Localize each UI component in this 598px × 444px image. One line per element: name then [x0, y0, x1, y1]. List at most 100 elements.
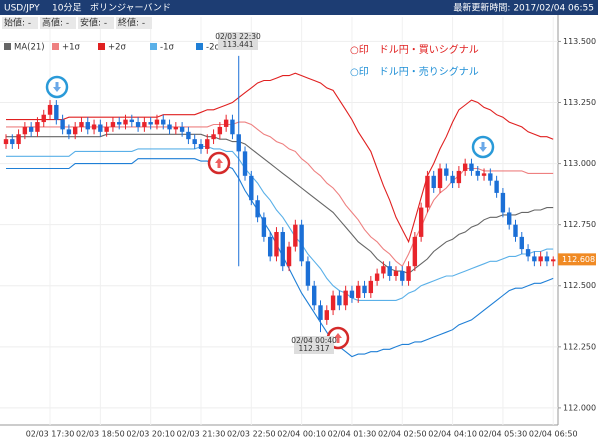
y-tick-label: 112.500	[563, 281, 596, 290]
legend-swatch	[98, 43, 105, 50]
y-tick-label: 112.750	[563, 220, 596, 229]
candle-body	[117, 122, 122, 125]
candle-body	[217, 126, 223, 135]
candle-body	[236, 134, 241, 152]
candle-body	[98, 124, 103, 132]
candle-body	[267, 236, 273, 257]
candle-body	[10, 139, 15, 145]
legend: MA(21) +1σ +2σ -1σ -2σ	[4, 43, 220, 53]
candle-body	[66, 129, 72, 135]
candle-body	[293, 224, 298, 247]
callout-box	[218, 32, 258, 50]
candle-body	[368, 280, 374, 294]
candle-body	[110, 122, 116, 127]
candle-body	[60, 119, 65, 130]
y-tick-label: 113.250	[563, 98, 596, 107]
x-tick-label: 02/04 01:30	[328, 430, 377, 439]
callout-time: 02/03 22:30	[215, 32, 261, 41]
candle-body	[123, 119, 128, 125]
candle-body	[205, 139, 210, 149]
candle-body	[469, 163, 474, 171]
x-tick-label: 02/03 20:10	[126, 430, 175, 439]
candle-body	[400, 271, 405, 281]
candle-body	[381, 266, 386, 274]
close-info: 終値: -	[118, 17, 145, 29]
band-line	[6, 133, 554, 275]
candle-body	[475, 170, 480, 176]
candle-body	[305, 261, 311, 286]
buy-signal	[207, 151, 231, 175]
candle-body	[104, 126, 109, 132]
candle-body	[349, 290, 355, 298]
candle-body	[538, 256, 543, 262]
candle-body	[22, 126, 28, 135]
candle-body	[173, 126, 179, 130]
legend-swatch	[150, 43, 157, 50]
candle-body	[544, 256, 550, 262]
candle-body	[161, 119, 166, 125]
candle-body	[406, 266, 411, 281]
buy-signal	[326, 326, 350, 350]
candle-body	[242, 151, 248, 176]
last-price-label: 112.608	[562, 255, 595, 264]
candle-body	[142, 122, 147, 127]
band-line	[6, 145, 554, 301]
x-tick-label: 02/03 21:30	[177, 430, 226, 439]
sell-signal	[471, 135, 495, 159]
y-tick-label: 112.250	[563, 342, 596, 351]
x-tick-label: 02/03 22:50	[227, 430, 276, 439]
candle-body	[507, 212, 512, 225]
candle-body	[286, 246, 292, 267]
candle-body	[192, 139, 197, 145]
candle-body	[28, 126, 34, 132]
candle-body	[500, 192, 506, 213]
candle-body	[255, 200, 260, 218]
overlay: 始値: - 高値: - 安値: - 終値: - ○印 ドル円・買いシグナル ○印…	[2, 17, 495, 354]
info-box	[2, 17, 38, 29]
candle-body	[519, 236, 524, 250]
candle-body	[551, 259, 556, 262]
candle-body	[198, 144, 204, 149]
candle-body	[299, 224, 304, 262]
band-line	[6, 72, 554, 244]
y-tick-label: 113.500	[563, 37, 596, 46]
candle-body	[261, 217, 267, 237]
candle-body	[186, 131, 191, 140]
legend-label: -2σ	[206, 43, 220, 53]
candle-body	[312, 285, 317, 306]
legend-swatch	[196, 43, 203, 50]
candle-body	[374, 273, 380, 281]
candle-body	[431, 175, 436, 189]
open-info: 始値: -	[4, 17, 31, 29]
candle-body	[223, 119, 229, 127]
candle-body	[425, 175, 430, 208]
indicator: ボリンジャーバンド	[90, 3, 171, 14]
plot	[0, 17, 558, 425]
callout-price: 113.441	[222, 40, 253, 49]
buy-signal-legend: ○印 ドル円・買いシグナル	[350, 43, 479, 56]
candle-body	[47, 104, 53, 115]
legend-label: +2σ	[108, 43, 127, 53]
sell-signal	[45, 75, 69, 99]
candle-body	[85, 122, 90, 130]
legend-swatch	[52, 43, 59, 50]
legend-label: +1σ	[62, 43, 81, 53]
candle-body	[211, 134, 216, 140]
candle-body	[393, 271, 399, 276]
candle-body	[481, 173, 487, 176]
x-tick-label: 02/04 06:50	[529, 430, 578, 439]
info-box	[116, 17, 152, 29]
candle-body	[324, 310, 329, 320]
candle-body	[154, 119, 160, 125]
band-line	[6, 121, 554, 268]
axis-panel	[558, 15, 598, 440]
candle-body	[444, 168, 449, 176]
legend-label: MA(21)	[14, 43, 45, 53]
candle-body	[318, 305, 323, 320]
candle-body	[418, 207, 424, 237]
candle-body	[412, 236, 418, 267]
y-tick-label: 112.000	[563, 403, 596, 412]
y-tick-label: 113.000	[563, 159, 596, 168]
